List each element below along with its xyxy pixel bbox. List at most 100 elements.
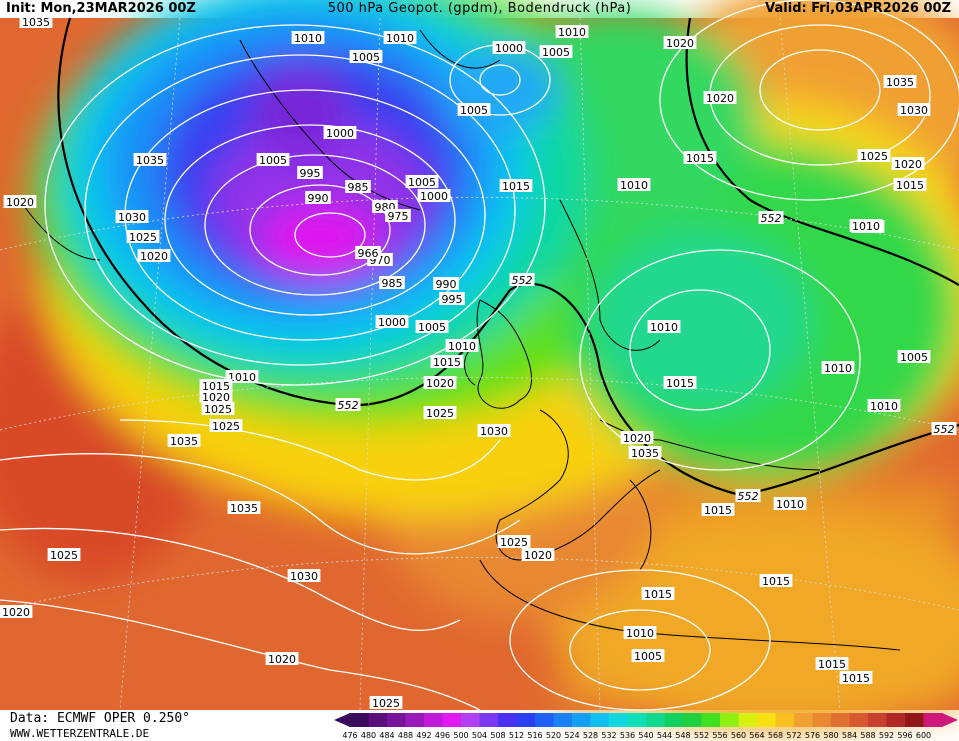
isobar-label-bg [405,175,439,188]
isobar-label: 1010 [620,179,648,192]
isobar-label: 1015 [202,380,230,393]
scale-tick-label: 528 [583,731,598,740]
scale-swatch [442,713,462,727]
lat-lon-grid [0,17,959,711]
isobar-label-bg [867,399,901,412]
geopotential-labels: 552 552 552 552 552 [335,211,957,503]
isobar-label-bg [815,657,849,670]
scale-swatch [738,713,758,727]
isobar-label: 1020 [140,250,168,263]
isobar-label-bg [0,605,33,618]
scale-swatch [535,713,554,727]
isobar-label-bg [115,210,149,223]
isobar-label: 990 [308,192,329,205]
scale-swatch [720,713,739,727]
isobar-label: 1035 [170,435,198,448]
scale-swatch [368,713,388,727]
scale-tick-label: 596 [897,731,912,740]
isobar-label-bg [199,390,233,403]
isobar-label: 1010 [776,498,804,511]
isobars [0,24,931,691]
scale-swatch [812,713,832,727]
isobar-label-bg [701,503,735,516]
isobar-label: 1005 [259,154,287,167]
isobar-label: 1005 [408,176,436,189]
scale-tick-label: 484 [379,731,394,740]
scale-tick-label: 580 [823,731,838,740]
isobar-label: 1025 [426,407,454,420]
scale-swatch [775,713,795,727]
isobar-label: 1005 [460,104,488,117]
scale-swatch [683,713,702,727]
scale-tick-label: 512 [509,731,524,740]
isobar-label: 1020 [268,653,296,666]
scale-swatch [868,713,887,727]
scale-tick-label: 536 [620,731,635,740]
isobar-label: 1010 [852,220,880,233]
website-link[interactable]: WWW.WETTERZENTRALE.DE [10,727,150,740]
isobar-label-bg [539,45,573,58]
isobar-label: 1030 [900,104,928,117]
isobar-label: 1020 [426,377,454,390]
isobar-label-bg [497,535,531,548]
scale-tick-label: 496 [435,731,450,740]
isobar-label: 1030 [118,211,146,224]
scale-tick-label: 592 [879,731,894,740]
scale-tick-label: 548 [675,731,690,740]
isobar-label-bg [383,31,417,44]
isobar-label-bg [227,501,261,514]
isobar-label-bg [839,671,873,684]
isobar-label: 1010 [294,32,322,45]
scale-tick-label: 560 [731,731,746,740]
isobar-label: 1035 [886,76,914,89]
isobar-label-bg [225,370,259,383]
isobar-label: 990 [436,278,457,291]
isobar-label-bg [355,246,381,259]
isobar-label: 1010 [558,26,586,39]
isobar-label: 1010 [386,32,414,45]
isobar-label: 966 [358,247,379,260]
isobar-label-bg [759,574,793,587]
isobar-label: 1005 [900,351,928,364]
scale-swatch [498,713,517,727]
scale-tick-label: 508 [490,731,505,740]
isobar-label: 1010 [824,362,852,375]
isobar-label-bg [499,179,533,192]
isobar-label: 1015 [644,588,672,601]
scale-tick-label: 544 [657,731,672,740]
isobar-label: 1005 [418,321,446,334]
scale-tick-label: 568 [768,731,783,740]
isobar-label: 1035 [136,154,164,167]
isobar-label-bg [620,431,654,444]
scale-swatch [923,713,943,727]
isobar-label: 1025 [129,231,157,244]
isobar-label-bg [305,191,331,204]
isobar-label-bg [126,230,160,243]
isobar-label: 985 [382,277,403,290]
isobar-label-bg [423,376,457,389]
isobar-label-bg [457,103,491,116]
isobar-label-bg [167,434,201,447]
isobar-label: 1015 [704,504,732,517]
scale-tick-label: 480 [361,731,376,740]
isobar-label: 1030 [290,570,318,583]
scale-tick-label: 504 [472,731,487,740]
isobar-label: 1000 [420,190,448,203]
isobar-label-bg [323,126,357,139]
scale-swatch [849,713,869,727]
isobar-label: 1025 [50,549,78,562]
isobar-label-bg [433,277,459,290]
isobar-label-bg [857,149,891,162]
scale-swatch [516,713,536,727]
scale-swatch [461,713,480,727]
isobar-label-bg [445,339,479,352]
scale-swatch [794,713,813,727]
isobar-label: 1000 [326,127,354,140]
isobar-label-bg [555,25,589,38]
isobar-label-bg [663,376,697,389]
scale-tick-label: 564 [749,731,764,740]
scale-tick-label: 576 [805,731,820,740]
isobar-label: 1030 [480,425,508,438]
isobar-label-bg [773,497,807,510]
